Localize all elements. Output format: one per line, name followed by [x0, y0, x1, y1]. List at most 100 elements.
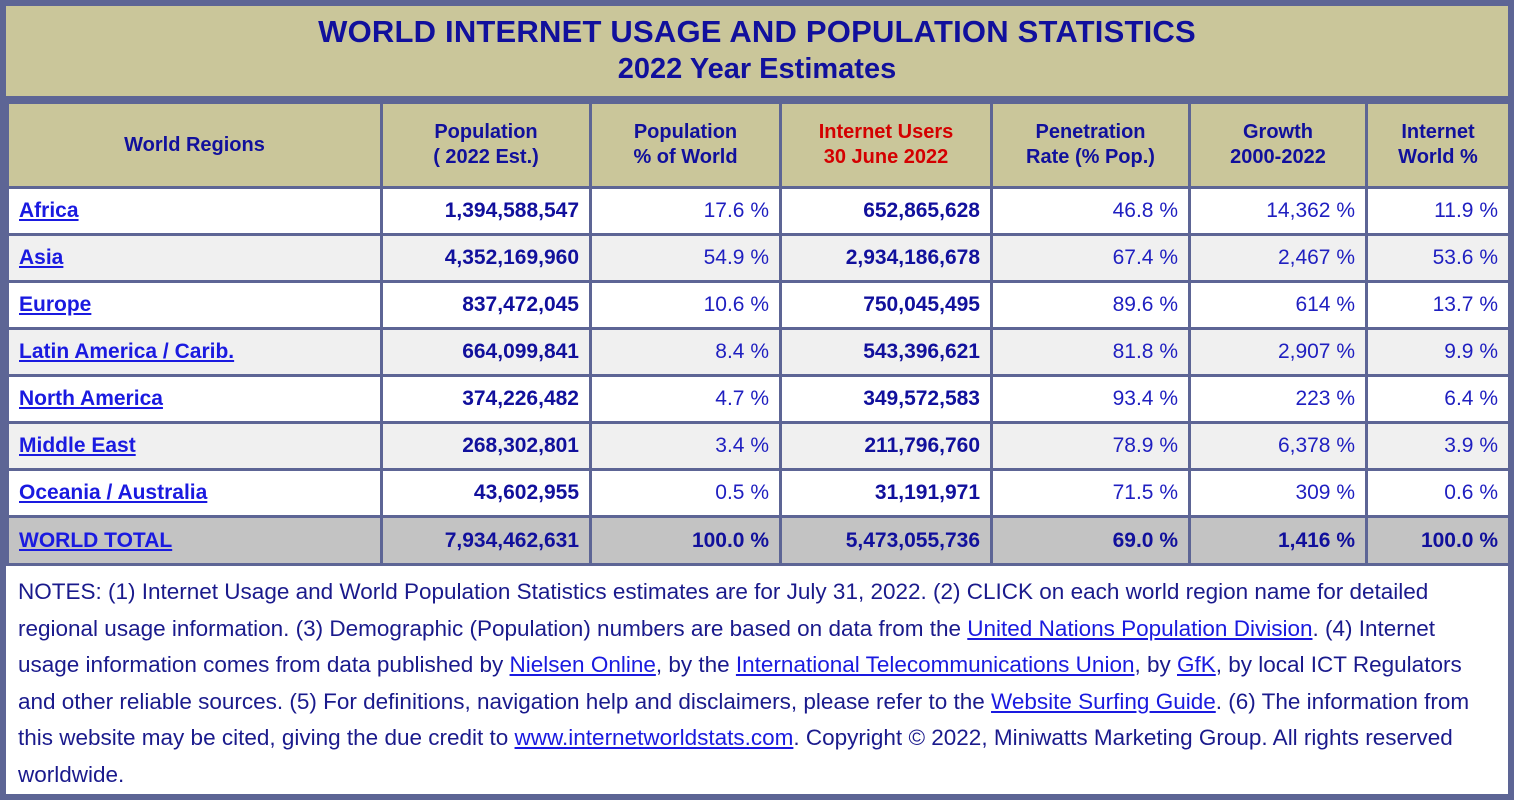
header-line-1: Growth [1243, 120, 1313, 143]
link-nielsen-online[interactable]: Nielsen Online [509, 652, 656, 678]
link-internetworldstats[interactable]: www.internetworldstats.com [514, 725, 794, 751]
notes-text-part-4: , by [1134, 652, 1177, 678]
cell-internet-world-pct: 13.7 % [1365, 280, 1511, 331]
cell-population-pct-world: 3.4 % [589, 421, 782, 472]
cell-region: Latin America / Carib. [6, 327, 383, 378]
cell-population-pct-world: 17.6 % [589, 186, 782, 237]
cell-internet-users: 543,396,621 [779, 327, 993, 378]
header-line-2: ( 2022 Est.) [433, 146, 539, 169]
cell-penetration-rate: 78.9 % [990, 421, 1191, 472]
cell-region: Europe [6, 280, 383, 331]
header-line-1: Internet [1401, 120, 1475, 143]
cell-penetration-rate: 93.4 % [990, 374, 1191, 425]
column-header-population: Population ( 2022 Est.) [380, 101, 592, 190]
cell-growth: 14,362 % [1188, 186, 1368, 237]
cell-population-pct-world: 0.5 % [589, 468, 782, 519]
cell-region: Middle East [6, 421, 383, 472]
table-row: Middle East 268,302,801 3.4 % 211,796,760 78… [6, 421, 1511, 472]
cell-growth: 1,416 % [1188, 515, 1368, 567]
notes-text-part-2: . (4) Internet usage information comes f… [18, 615, 1436, 678]
cell-population: 268,302,801 [380, 421, 592, 472]
cell-region: Africa [6, 186, 383, 237]
column-header-internet-users: Internet Users 30 June 2022 [779, 101, 993, 190]
cell-growth: 309 % [1188, 468, 1368, 519]
column-header-penetration-rate: Penetration Rate (% Pop.) [990, 101, 1191, 190]
cell-population-pct-world: 54.9 % [589, 233, 782, 284]
region-link[interactable]: Latin America / Carib. [19, 340, 235, 364]
cell-penetration-rate: 67.4 % [990, 233, 1191, 284]
region-link[interactable]: North America [19, 387, 163, 411]
cell-population-pct-world: 10.6 % [589, 280, 782, 331]
cell-penetration-rate: 89.6 % [990, 280, 1191, 331]
table-row: Oceania / Australia 43,602,955 0.5 % 31,191… [6, 468, 1511, 519]
notes-text-part-1: NOTES: (1) Internet Usage and World Popu… [18, 579, 1429, 641]
cell-penetration-rate: 69.0 % [990, 515, 1191, 567]
region-link[interactable]: Oceania / Australia [19, 481, 208, 505]
cell-internet-world-pct: 100.0 % [1365, 515, 1511, 567]
statistics-table: World Regions Population ( 2022 Est.) Po… [6, 101, 1511, 567]
notes-text-part-5: , by local ICT Regulators and other reli… [18, 652, 1462, 714]
header-line-2: 2000-2022 [1230, 146, 1326, 169]
link-website-surfing-guide[interactable]: Website Surfing Guide [991, 688, 1216, 714]
cell-population-pct-world: 100.0 % [589, 515, 782, 567]
link-united-nations-population-division[interactable]: United Nations Population Division [967, 615, 1313, 641]
notes-text-part-6: . (6) The information from this website … [18, 688, 1470, 751]
table-row: Latin America / Carib. 664,099,841 8.4 % 54… [6, 327, 1511, 378]
cell-region: Asia [6, 233, 383, 284]
link-international-telecommunications-union[interactable]: International Telecommunications Union [735, 652, 1135, 678]
cell-region: Oceania / Australia [6, 468, 383, 519]
notes-text-part-7: . Copyright © 2022, Miniwatts Marketing … [18, 725, 1453, 787]
link-gfk[interactable]: GfK [1177, 652, 1216, 678]
page-subtitle: 2022 Year Estimates [617, 52, 897, 85]
cell-population: 7,934,462,631 [380, 515, 592, 567]
cell-region: WORLD TOTAL [6, 515, 383, 567]
region-link[interactable]: Middle East [19, 434, 136, 458]
region-link[interactable]: WORLD TOTAL [19, 528, 173, 552]
cell-population: 43,602,955 [380, 468, 592, 519]
cell-region: North America [6, 374, 383, 425]
table-header: World Regions Population ( 2022 Est.) Po… [6, 101, 1511, 190]
cell-population: 664,099,841 [380, 327, 592, 378]
cell-internet-world-pct: 6.4 % [1365, 374, 1511, 425]
table-row-world-total: WORLD TOTAL 7,934,462,631 100.0 % 5,473,055… [6, 515, 1511, 567]
cell-penetration-rate: 46.8 % [990, 186, 1191, 237]
cell-growth: 2,467 % [1188, 233, 1368, 284]
page-title: WORLD INTERNET USAGE AND POPULATION STAT… [318, 14, 1196, 49]
cell-population-pct-world: 8.4 % [589, 327, 782, 378]
cell-internet-users: 349,572,583 [779, 374, 993, 425]
column-header-internet-world-pct: Internet World % [1365, 101, 1511, 190]
cell-population: 1,394,588,547 [380, 186, 592, 237]
header-line-2: Rate (% Pop.) [1026, 146, 1155, 169]
cell-population: 4,352,169,960 [380, 233, 592, 284]
cell-penetration-rate: 71.5 % [990, 468, 1191, 519]
table-title-banner: WORLD INTERNET USAGE AND POPULATION STAT… [6, 6, 1508, 102]
cell-internet-users: 211,796,760 [779, 421, 993, 472]
table-body: Africa 1,394,588,547 17.6 % 652,865,628 46.8… [6, 186, 1511, 567]
cell-penetration-rate: 81.8 % [990, 327, 1191, 378]
cell-growth: 223 % [1188, 374, 1368, 425]
header-line-2: % of World [633, 146, 738, 169]
table-row: North America 374,226,482 4.7 % 349,572,583… [6, 374, 1511, 425]
cell-internet-users: 652,865,628 [779, 186, 993, 237]
header-line-2: World % [1398, 146, 1478, 169]
header-line-1: Internet Users [818, 120, 954, 143]
cell-internet-world-pct: 9.9 % [1365, 327, 1511, 378]
header-line-2: 30 June 2022 [823, 146, 949, 169]
header-row: World Regions Population ( 2022 Est.) Po… [6, 101, 1511, 190]
region-link[interactable]: Asia [19, 246, 64, 270]
column-header-growth: Growth 2000-2022 [1188, 101, 1368, 190]
cell-internet-users: 31,191,971 [779, 468, 993, 519]
region-link[interactable]: Africa [19, 199, 79, 223]
header-line-1: Population [434, 120, 538, 143]
cell-population: 837,472,045 [380, 280, 592, 331]
notes-section: NOTES: (1) Internet Usage and World Popu… [6, 566, 1508, 794]
header-line-1: Penetration [1035, 120, 1146, 143]
region-link[interactable]: Europe [19, 293, 92, 317]
notes-text-part-3: , by the [655, 652, 736, 678]
table-row: Europe 837,472,045 10.6 % 750,045,495 89.6 %… [6, 280, 1511, 331]
cell-internet-users: 2,934,186,678 [779, 233, 993, 284]
cell-growth: 614 % [1188, 280, 1368, 331]
cell-growth: 6,378 % [1188, 421, 1368, 472]
table-row: Africa 1,394,588,547 17.6 % 652,865,628 46.8… [6, 186, 1511, 237]
